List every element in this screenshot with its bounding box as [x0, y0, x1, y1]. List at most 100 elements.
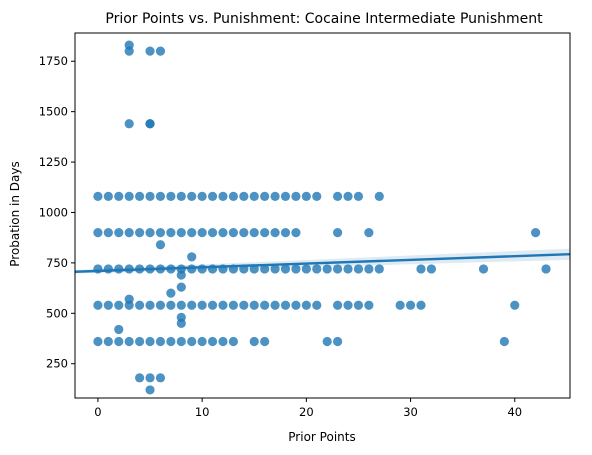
- data-point: [531, 228, 541, 238]
- data-point: [218, 228, 228, 238]
- data-point: [124, 228, 134, 238]
- data-point: [353, 264, 364, 274]
- data-point: [249, 336, 259, 347]
- regression-line: [75, 253, 570, 273]
- data-point: [333, 228, 343, 238]
- plot-area: [75, 40, 570, 395]
- data-point: [103, 228, 113, 238]
- data-point: [301, 264, 311, 274]
- data-point: [280, 191, 291, 201]
- data-point: [260, 300, 270, 310]
- data-point: [249, 300, 259, 310]
- data-point: [364, 264, 374, 274]
- x-tick-label: 10: [195, 405, 210, 419]
- data-point: [176, 191, 186, 201]
- x-axis-label: Prior Points: [288, 430, 355, 444]
- data-point: [114, 324, 124, 335]
- data-point: [176, 270, 186, 280]
- data-point: [207, 336, 218, 347]
- data-point: [207, 300, 218, 310]
- data-point: [270, 191, 280, 201]
- data-point: [207, 228, 218, 238]
- y-tick-label: 1500: [39, 105, 68, 119]
- data-point: [260, 336, 270, 347]
- data-point: [364, 300, 374, 310]
- x-tick-label: 20: [299, 405, 314, 419]
- y-tick-label: 1750: [39, 54, 68, 68]
- data-point: [114, 191, 124, 201]
- data-point: [93, 336, 103, 347]
- data-point: [197, 336, 207, 347]
- data-point: [155, 240, 166, 250]
- data-point: [135, 191, 145, 201]
- data-point: [228, 300, 238, 310]
- data-point: [155, 300, 166, 310]
- x-tick-label: 40: [507, 405, 522, 419]
- data-point: [197, 191, 207, 201]
- y-tick-label: 1000: [39, 205, 68, 219]
- data-point: [176, 228, 186, 238]
- data-point: [416, 300, 426, 310]
- data-point: [343, 191, 353, 201]
- data-point: [405, 300, 416, 310]
- data-point: [197, 300, 207, 310]
- data-point: [333, 191, 343, 201]
- data-point: [93, 228, 103, 238]
- data-point: [478, 264, 489, 274]
- data-point: [249, 191, 259, 201]
- data-point: [155, 46, 166, 56]
- y-tick-label: 250: [46, 357, 68, 371]
- data-point: [145, 385, 155, 395]
- data-point: [280, 228, 291, 238]
- data-point: [135, 300, 145, 310]
- data-point: [124, 119, 134, 129]
- data-point: [114, 336, 124, 347]
- data-point: [353, 300, 364, 310]
- x-tick-label: 30: [403, 405, 418, 419]
- data-point: [333, 336, 343, 347]
- data-point: [145, 228, 155, 238]
- data-point: [207, 191, 218, 201]
- y-tick-label: 750: [46, 256, 68, 270]
- data-point: [197, 228, 207, 238]
- data-point: [93, 191, 103, 201]
- data-point: [239, 300, 249, 310]
- data-point: [124, 191, 134, 201]
- data-point: [541, 264, 551, 274]
- data-point: [176, 318, 186, 328]
- data-point: [145, 191, 155, 201]
- data-point: [135, 373, 145, 383]
- data-point: [333, 264, 343, 274]
- data-point: [135, 228, 145, 238]
- data-point: [333, 300, 343, 310]
- data-point: [510, 300, 520, 310]
- data-point: [145, 46, 155, 56]
- data-point: [176, 300, 186, 310]
- data-point: [395, 300, 405, 310]
- data-point: [343, 264, 353, 274]
- data-point: [166, 228, 176, 238]
- data-point: [416, 264, 426, 274]
- data-point: [291, 191, 301, 201]
- data-point: [249, 228, 259, 238]
- data-point: [166, 191, 176, 201]
- data-point: [145, 336, 155, 347]
- data-point: [103, 300, 113, 310]
- data-point: [187, 191, 197, 201]
- data-point: [228, 228, 238, 238]
- data-point: [343, 300, 353, 310]
- data-point: [187, 228, 197, 238]
- data-point: [124, 46, 134, 56]
- data-point: [260, 264, 270, 274]
- data-point: [218, 300, 228, 310]
- x-tick-label: 0: [94, 405, 101, 419]
- data-point: [187, 252, 197, 262]
- data-point: [426, 264, 436, 274]
- chart-title: Prior Points vs. Punishment: Cocaine Int…: [105, 11, 543, 27]
- data-point: [374, 264, 384, 274]
- data-point: [260, 228, 270, 238]
- data-point: [114, 300, 124, 310]
- y-tick-label: 500: [46, 306, 68, 320]
- data-point: [93, 300, 103, 310]
- plot-frame: [74, 32, 571, 399]
